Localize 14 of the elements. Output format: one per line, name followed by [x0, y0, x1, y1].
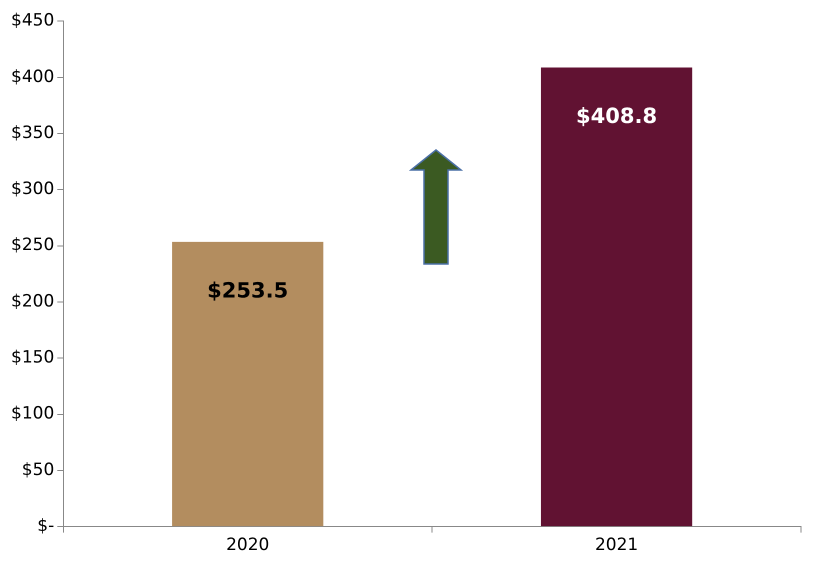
y-tick-label: $250	[11, 235, 54, 256]
y-tick-label: $450	[11, 10, 54, 31]
y-tick-label: $300	[11, 179, 54, 200]
y-tick-label: $100	[11, 404, 54, 424]
data-label: $253.5	[207, 278, 288, 302]
data-label: $408.8	[576, 104, 658, 128]
y-tick-label: $50	[22, 460, 54, 480]
x-tick-label: 2021	[594, 535, 638, 556]
y-tick-label: $200	[11, 291, 54, 312]
x-tick-label: 2020	[226, 535, 270, 556]
y-tick-label: $-	[37, 516, 54, 536]
y-tick-label: $150	[11, 348, 54, 368]
y-tick-label: $350	[11, 122, 54, 143]
y-tick-label: $400	[11, 66, 54, 87]
